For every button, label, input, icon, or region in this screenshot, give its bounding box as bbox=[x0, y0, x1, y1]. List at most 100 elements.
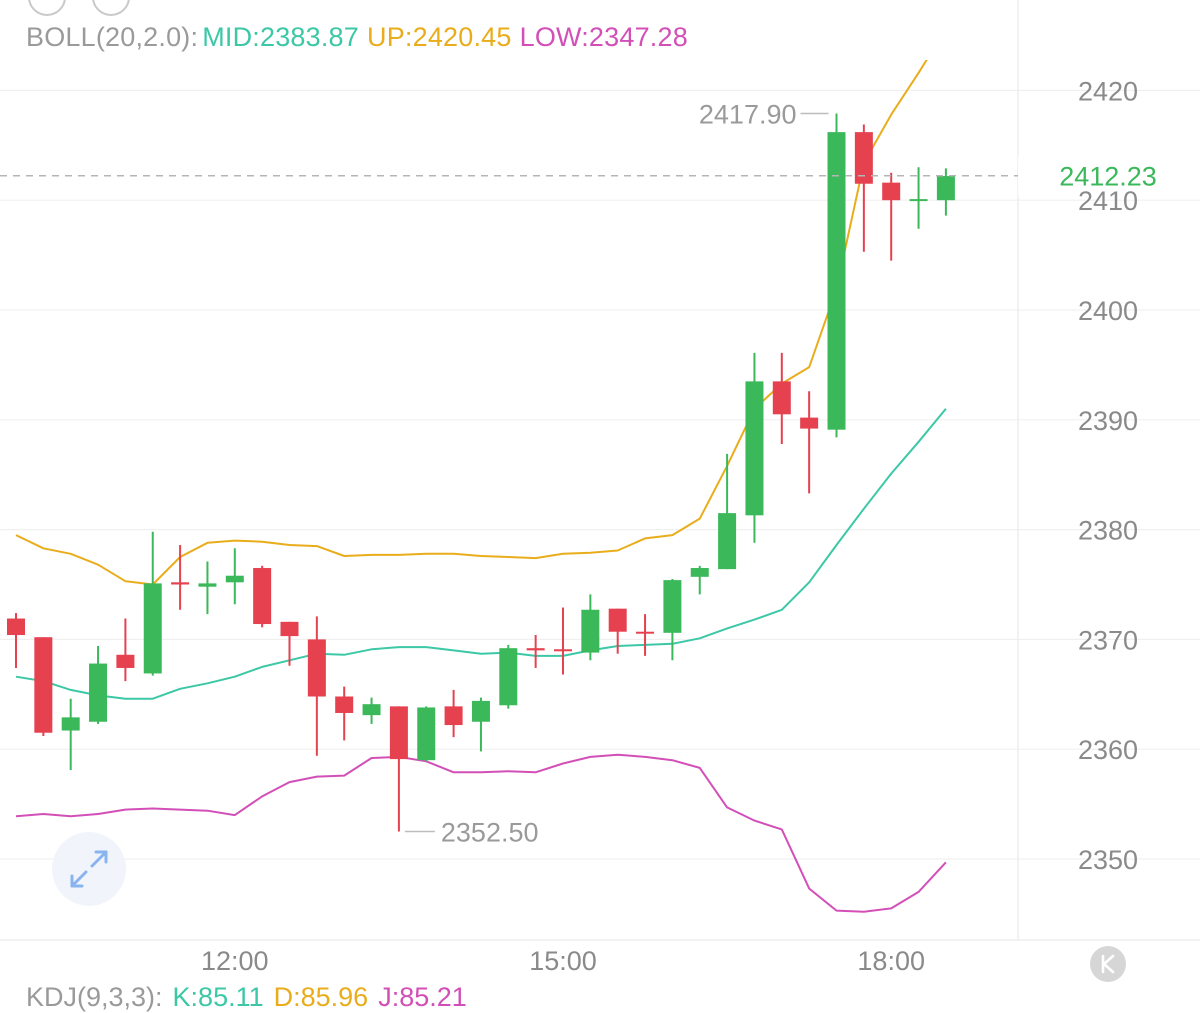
candle bbox=[581, 594, 600, 661]
candle-body bbox=[34, 637, 53, 733]
candle-body bbox=[526, 648, 545, 651]
candle-body bbox=[663, 580, 682, 633]
x-tick-label: 18:00 bbox=[857, 946, 925, 976]
y-tick-label: 2420 bbox=[1078, 76, 1138, 106]
candle-body bbox=[909, 199, 928, 202]
y-tick-label: 2410 bbox=[1078, 186, 1138, 216]
candle bbox=[417, 706, 436, 762]
candle bbox=[663, 579, 682, 661]
candle-body bbox=[61, 717, 80, 731]
candle-body bbox=[882, 182, 901, 201]
fullscreen-button[interactable] bbox=[52, 832, 126, 906]
grid bbox=[0, 0, 1200, 941]
candle bbox=[854, 124, 873, 252]
candle-body bbox=[389, 706, 408, 760]
boll-mid-value: MID:2383.87 bbox=[202, 22, 359, 52]
candle-body bbox=[608, 608, 627, 632]
bollinger-bands bbox=[15, 60, 947, 913]
candle bbox=[800, 391, 819, 494]
candle-body bbox=[471, 700, 490, 722]
boll-name: BOLL(20,2.0): bbox=[26, 22, 199, 52]
candle-body bbox=[89, 663, 108, 722]
low-label: 2352.50 bbox=[441, 818, 539, 848]
candle bbox=[772, 352, 791, 444]
candle bbox=[61, 698, 80, 771]
boll-lower-value: LOW:2347.28 bbox=[519, 22, 688, 52]
candle bbox=[827, 113, 846, 438]
last-price-tag-bg bbox=[1018, 155, 1200, 196]
x-tick-label: 15:00 bbox=[529, 946, 597, 976]
candle-body bbox=[827, 132, 846, 430]
high-label: 2417.90 bbox=[699, 99, 797, 129]
candle-body bbox=[718, 513, 737, 570]
candle-body bbox=[745, 381, 764, 516]
candle bbox=[909, 167, 928, 229]
y-tick-label: 2350 bbox=[1078, 845, 1138, 875]
candle-body bbox=[171, 582, 190, 585]
candle bbox=[745, 352, 764, 543]
candle-body bbox=[936, 176, 955, 201]
kdj-d-value: D:85.96 bbox=[273, 982, 369, 1012]
kdj-name: KDJ(9,3,3): bbox=[26, 982, 163, 1012]
candle bbox=[7, 613, 25, 668]
kdj-j-value: J:85.21 bbox=[378, 982, 467, 1012]
axes: 2350 2360 2370 2380 2390 2400 2410 2420 12:00 15:… bbox=[201, 76, 1138, 976]
candle bbox=[225, 548, 244, 605]
candle bbox=[335, 686, 354, 741]
candle-body bbox=[554, 649, 572, 652]
candle bbox=[116, 618, 135, 682]
candle-body bbox=[116, 654, 135, 668]
k-toggle-button[interactable] bbox=[1090, 946, 1126, 982]
candle bbox=[198, 561, 217, 615]
annotations: 2417.90 2352.50 2412.23 bbox=[0, 99, 1200, 848]
y-tick-label: 2400 bbox=[1078, 296, 1138, 326]
candle bbox=[882, 172, 901, 261]
boll-upper-value: UP:2420.45 bbox=[367, 22, 512, 52]
candle-body bbox=[772, 381, 791, 415]
candle bbox=[253, 565, 272, 628]
expand-icon bbox=[70, 850, 108, 888]
candle-body bbox=[636, 631, 655, 634]
kdj-legend: KDJ(9,3,3): K:85.11 D:85.96 J:85.21 bbox=[26, 982, 467, 1013]
candle bbox=[936, 168, 955, 216]
candle bbox=[690, 565, 709, 595]
y-tick-label: 2380 bbox=[1078, 516, 1138, 546]
candle bbox=[389, 706, 408, 832]
candle bbox=[280, 621, 299, 666]
y-tick-label: 2370 bbox=[1078, 625, 1138, 655]
candle bbox=[444, 689, 463, 738]
candle bbox=[636, 614, 655, 656]
candle bbox=[471, 697, 490, 752]
candle bbox=[143, 531, 162, 676]
kdj-k-value: K:85.11 bbox=[172, 982, 264, 1012]
candle-body bbox=[198, 583, 217, 587]
candle-body bbox=[800, 417, 819, 429]
candle bbox=[34, 637, 53, 737]
x-tick-label: 12:00 bbox=[201, 946, 269, 976]
candle bbox=[499, 644, 518, 709]
candle bbox=[171, 544, 190, 610]
boll-legend: BOLL(20,2.0): MID:2383.87 UP:2420.45 LOW:23… bbox=[26, 22, 688, 53]
candle bbox=[362, 697, 381, 724]
candle bbox=[608, 608, 627, 654]
y-tick-label: 2390 bbox=[1078, 406, 1138, 436]
candle-body bbox=[417, 707, 436, 761]
lower-band-line bbox=[15, 753, 947, 913]
top-toolbar bbox=[0, 0, 1200, 60]
candle-body bbox=[225, 575, 244, 583]
candle-body bbox=[253, 568, 272, 625]
candle-body bbox=[307, 639, 326, 697]
candle-body bbox=[499, 648, 518, 706]
candle bbox=[554, 607, 572, 675]
candle-body bbox=[690, 568, 709, 577]
candle bbox=[307, 616, 326, 756]
candle-body bbox=[143, 583, 162, 674]
candle bbox=[89, 645, 108, 724]
y-tick-label: 2360 bbox=[1078, 735, 1138, 765]
candle-body bbox=[280, 621, 299, 637]
candle-body bbox=[362, 704, 381, 716]
candle-body bbox=[854, 132, 873, 184]
last-price-label: 2412.23 bbox=[1059, 162, 1157, 192]
